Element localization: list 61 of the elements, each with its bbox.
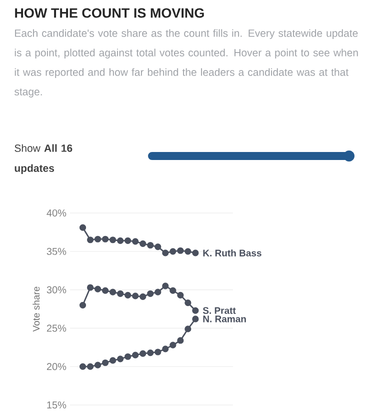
point: [170, 287, 176, 294]
point: [154, 243, 162, 250]
point: [102, 236, 109, 242]
series-label: S. Pratt: [202, 307, 236, 314]
point: [192, 250, 199, 256]
point: [184, 300, 192, 306]
point: [147, 242, 154, 249]
point: [110, 357, 116, 364]
point: [177, 337, 184, 344]
point: [86, 236, 94, 244]
point: [147, 349, 154, 356]
y-tick-label: 25%: [46, 324, 66, 332]
y-tick-label: 30%: [46, 286, 66, 294]
point: [162, 282, 169, 290]
point: [117, 356, 124, 362]
point: [110, 236, 116, 244]
point: [170, 248, 176, 255]
point: [192, 307, 199, 314]
point: [110, 288, 116, 296]
point: [184, 326, 192, 332]
point: [79, 224, 86, 231]
point: [124, 353, 132, 360]
point: [102, 359, 109, 366]
point: [86, 363, 94, 370]
point: [94, 236, 102, 242]
y-tick-label: 40%: [46, 209, 66, 217]
point: [170, 342, 176, 348]
chart-subtitle: Each candidate's vote share as the count fills in. Every statewide update is a point, plotted against total votes counted. Hover a point to see when it was reported and how far behind the leaders a candidate was at that stage.: [14, 29, 358, 98]
point: [117, 237, 124, 244]
point: [102, 287, 109, 294]
point: [79, 302, 86, 308]
point: [124, 292, 132, 298]
point: [140, 240, 146, 248]
point: [117, 290, 124, 297]
point: [79, 363, 86, 370]
point: [140, 350, 146, 357]
series-label: K. Ruth Bass: [203, 249, 262, 256]
point: [147, 290, 154, 297]
point: [177, 292, 184, 298]
point: [86, 284, 94, 291]
y-tick-label: 20%: [46, 363, 66, 370]
point: [124, 237, 132, 244]
series-label: N. Raman: [203, 316, 246, 322]
point: [132, 292, 139, 300]
point: [184, 248, 192, 255]
y-axis-title: Vote share: [32, 286, 40, 332]
chart-title: HOW THE COUNT IS MOVING: [15, 8, 204, 18]
point: [162, 346, 169, 352]
point: [154, 288, 162, 296]
point: [154, 348, 162, 356]
point: [140, 293, 146, 300]
point: [162, 250, 169, 256]
point: [132, 352, 139, 358]
point: [132, 238, 139, 245]
point: [177, 247, 184, 254]
point: [94, 362, 102, 368]
y-tick-label: 35%: [46, 248, 66, 255]
point: [192, 316, 199, 322]
text: Show All 16 updates: [14, 144, 72, 174]
y-tick-label: 15%: [47, 401, 66, 409]
point: [94, 286, 102, 292]
